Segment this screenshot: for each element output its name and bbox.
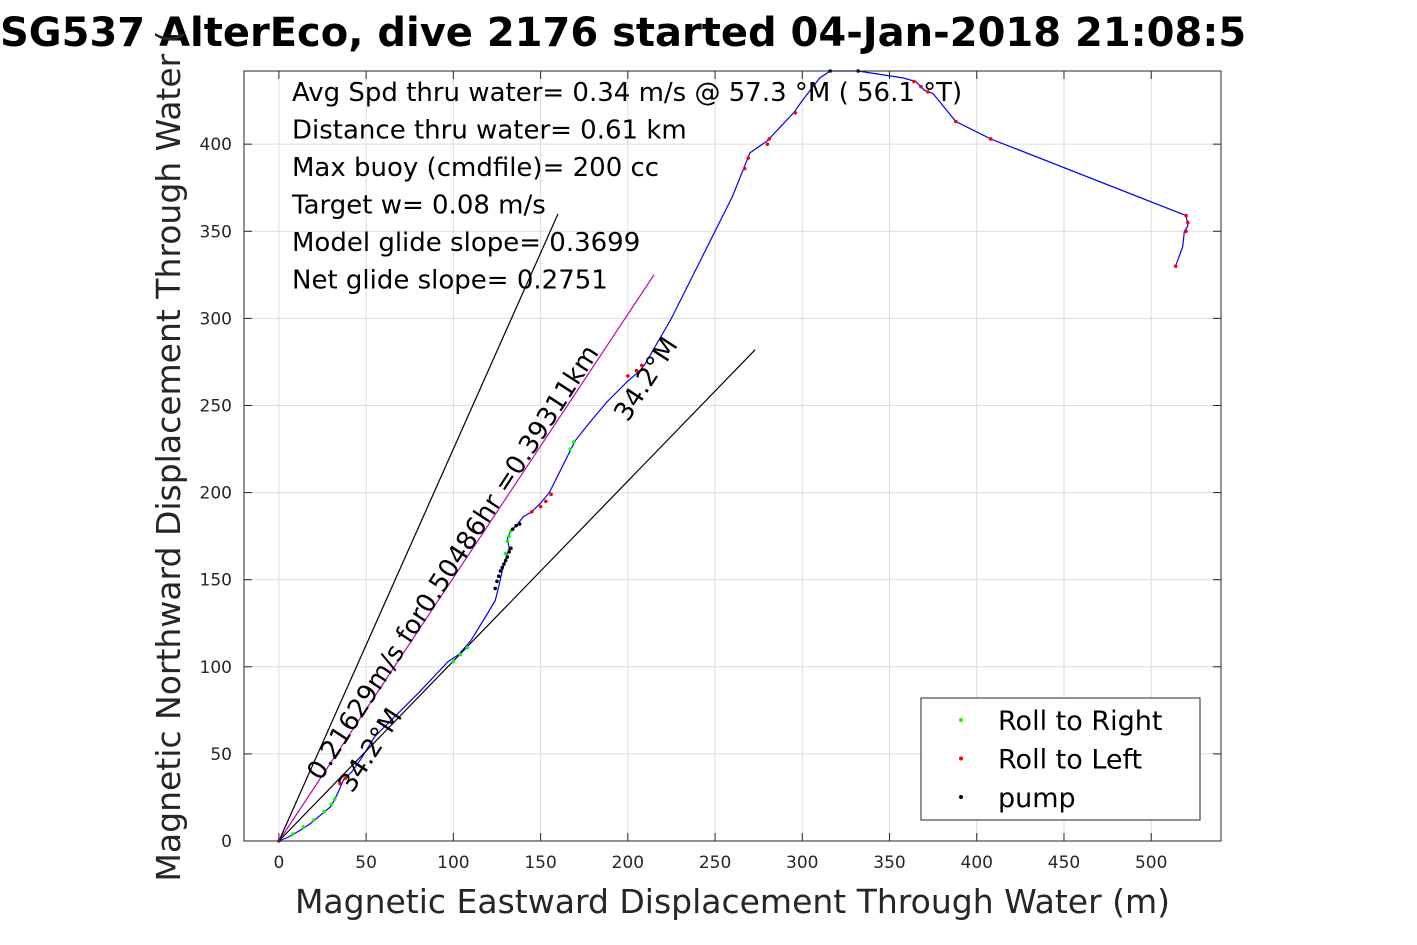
roll-to-left-point (742, 166, 747, 171)
roll-to-right-point (571, 440, 576, 444)
pump-point (493, 586, 498, 591)
legend: Roll to Right Roll to Left pump (920, 697, 1201, 821)
y-tick-label: 0 (221, 832, 232, 852)
stats-line: Net glide slope= 0.2751 (292, 266, 608, 296)
y-tick-label: 400 (200, 135, 232, 155)
series-line (278, 213, 559, 842)
pump-point (514, 523, 518, 528)
x-tick-label: 400 (961, 853, 993, 873)
x-tick-label: 200 (612, 853, 644, 873)
roll-to-right-point (507, 534, 511, 538)
y-tick-label: 100 (200, 658, 232, 678)
y-tick-label: 150 (200, 571, 232, 591)
rotated-annotations: 0.21629m/s for0.50486hr =0.39311km 34.2°M… (301, 332, 684, 798)
legend-box (920, 697, 1201, 821)
x-tick-label: 0 (273, 853, 284, 873)
x-tick-label: 450 (1048, 853, 1080, 873)
roll-to-left-point (919, 84, 923, 89)
x-tick-label: 50 (355, 853, 377, 873)
legend-label-roll-to-right: Roll to Right (998, 706, 1162, 737)
y-axis-label: Magnetic Northward Displacement Through … (149, 30, 188, 881)
roll-to-left-point (343, 776, 347, 781)
x-tick-label: 300 (786, 853, 818, 873)
roll-to-left-point (639, 363, 644, 368)
legend-marker-roll-to-left (959, 756, 963, 761)
roll-to-left-point (988, 137, 993, 141)
stats-line: Model glide slope= 0.3699 (292, 228, 640, 258)
series-line (278, 349, 756, 842)
pump-point (502, 562, 506, 566)
roll-to-right-point (465, 645, 470, 650)
x-tick-label: 150 (524, 853, 556, 873)
roll-to-left-point (530, 509, 534, 514)
roll-to-left-point (1184, 229, 1188, 234)
pump-point (517, 522, 522, 526)
roll-to-left-point (767, 137, 771, 141)
plot-frame (243, 70, 1222, 842)
series-layer (277, 69, 1190, 843)
roll-to-right-point (568, 447, 573, 451)
roll-to-left-point (544, 499, 548, 504)
roll-to-right-point (301, 825, 306, 829)
pump-point (505, 555, 510, 559)
roll-to-right-point (458, 652, 463, 657)
roll-to-left-point (1184, 213, 1188, 218)
roll-to-left-point (912, 79, 916, 84)
roll-to-left-point (793, 111, 798, 115)
roll-to-left-point (634, 368, 639, 373)
roll-to-left-point (626, 374, 630, 378)
legend-label-roll-to-left: Roll to Left (998, 745, 1142, 776)
roll-to-right-point (505, 539, 510, 544)
roll-to-right-point (311, 818, 316, 822)
roll-to-right-point (451, 659, 456, 664)
pump-point (503, 558, 508, 563)
roll-to-left-point (1173, 264, 1178, 268)
roll-to-left-point (549, 492, 553, 497)
roll-to-right-point (503, 551, 508, 556)
y-tick-label: 50 (210, 745, 232, 765)
pump-point (498, 569, 503, 573)
roll-to-right-point (322, 809, 327, 814)
x-tick-label: 100 (437, 853, 469, 873)
y-tick-label: 200 (200, 484, 232, 504)
y-tick-label: 250 (200, 396, 232, 416)
roll-to-left-point (954, 119, 958, 124)
pump-point (495, 579, 499, 584)
legend-marker-roll-to-right (959, 718, 963, 722)
y-tick-label: 350 (200, 222, 232, 242)
roll-to-left-point (538, 504, 543, 509)
roll-to-left-point (1186, 220, 1190, 225)
y-tick-label: 300 (200, 309, 232, 329)
legend-label-pump: pump (998, 783, 1076, 814)
pump-point (507, 550, 511, 554)
stats-annotation: Avg Spd thru water= 0.34 m/s @ 57.3 °M (… (291, 78, 962, 296)
stats-line: Max buoy (cmdfile)= 200 cc (292, 153, 659, 183)
x-tick-label: 250 (699, 853, 731, 873)
axis-ticks: 0 50 100 150 200 250 300 350 400 450 500 0 50 100 150 2… (200, 71, 1221, 873)
roll-to-left-point (338, 781, 342, 786)
stats-line: Distance thru water= 0.61 km (292, 116, 687, 146)
x-axis-label: Magnetic Eastward Displacement Through W… (295, 882, 1170, 921)
roll-to-right-point (291, 832, 295, 836)
pump-point (500, 565, 505, 570)
chart-title: SG537 AlterEco, dive 2176 started 04-Jan… (0, 10, 1246, 56)
roll-to-left-point (926, 90, 930, 94)
pump-point (509, 546, 513, 551)
pump-point (510, 527, 515, 531)
x-tick-label: 500 (1135, 853, 1167, 873)
series-line (278, 70, 1189, 842)
x-tick-label: 350 (873, 853, 905, 873)
roll-to-left-point (765, 142, 770, 146)
series-line (278, 274, 655, 842)
rotated-annotation: 34.2°M (609, 332, 685, 427)
roll-to-right-point (332, 797, 337, 801)
legend-marker-pump (959, 795, 963, 799)
roll-to-left-point (746, 156, 751, 160)
stats-line: Target w= 0.08 m/s (291, 191, 546, 221)
pump-point (496, 574, 501, 579)
roll-to-right-point (329, 802, 334, 807)
stats-line: Avg Spd thru water= 0.34 m/s @ 57.3 °M (… (292, 78, 962, 108)
